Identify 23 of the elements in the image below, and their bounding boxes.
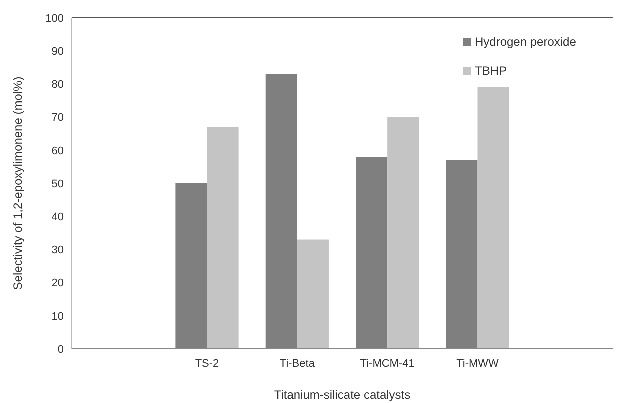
y-tick-label: 70	[52, 112, 64, 124]
legend-label: Hydrogen peroxide	[475, 35, 577, 50]
bar	[478, 88, 510, 349]
y-tick-label: 30	[52, 244, 64, 257]
bar	[207, 127, 239, 349]
y-tick-label: 10	[52, 310, 64, 323]
y-tick-label: 100	[46, 12, 64, 25]
x-axis-title: Titanium-silicate catalysts	[274, 388, 411, 402]
x-tick-label: Ti-MWW	[456, 358, 500, 370]
bar	[297, 240, 329, 349]
y-tick-label: 40	[52, 211, 64, 224]
x-tick-label: Ti-MCM-41	[360, 358, 415, 370]
y-tick-label: 50	[52, 178, 64, 190]
y-tick-label: 0	[58, 344, 64, 356]
x-tick-label: Ti-Beta	[280, 358, 316, 370]
bar	[388, 117, 420, 349]
y-tick-label: 90	[52, 46, 64, 58]
y-axis-title: Selectivity of 1,2-epoxylimonene (mol%)	[11, 76, 25, 290]
x-tick-label: TS-2	[195, 358, 220, 370]
legend-label: TBHP	[475, 64, 508, 78]
y-tick-label: 60	[52, 145, 64, 158]
y-tick-label: 20	[52, 278, 64, 290]
y-tick-label: 80	[52, 79, 64, 92]
